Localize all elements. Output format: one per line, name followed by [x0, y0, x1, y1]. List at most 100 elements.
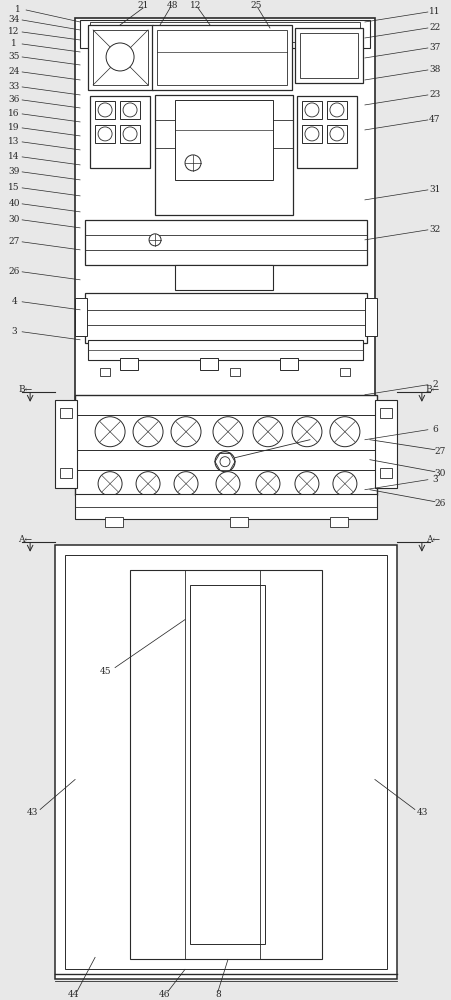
- Bar: [65, 555, 386, 969]
- Bar: [152, 25, 291, 90]
- Text: 30: 30: [433, 469, 445, 478]
- Circle shape: [123, 127, 137, 141]
- Bar: [379, 468, 391, 478]
- Bar: [364, 298, 376, 336]
- Text: 39: 39: [9, 167, 20, 176]
- Bar: [75, 494, 376, 519]
- Text: 2: 2: [431, 380, 437, 389]
- Bar: [95, 125, 115, 143]
- Text: 33: 33: [9, 82, 20, 91]
- Text: 15: 15: [8, 183, 20, 192]
- Text: A←: A←: [425, 535, 439, 544]
- Text: 6: 6: [431, 425, 437, 434]
- Bar: [200, 358, 217, 370]
- Text: 44: 44: [67, 990, 78, 999]
- Text: 36: 36: [9, 95, 20, 104]
- Circle shape: [174, 472, 198, 496]
- Circle shape: [123, 103, 137, 117]
- Bar: [75, 395, 376, 495]
- Bar: [88, 340, 362, 360]
- Text: 47: 47: [428, 115, 440, 124]
- Bar: [301, 125, 321, 143]
- Bar: [75, 18, 374, 433]
- Bar: [95, 101, 115, 119]
- Bar: [120, 101, 140, 119]
- Text: 23: 23: [428, 90, 440, 99]
- Bar: [279, 358, 297, 370]
- Text: 14: 14: [9, 152, 20, 161]
- Text: 13: 13: [9, 137, 20, 146]
- Circle shape: [304, 103, 318, 117]
- Text: 8: 8: [215, 990, 221, 999]
- Bar: [88, 25, 153, 90]
- Bar: [175, 100, 272, 180]
- Text: 22: 22: [428, 23, 440, 32]
- Bar: [299, 33, 357, 78]
- Text: 43: 43: [416, 808, 428, 817]
- Text: 16: 16: [9, 109, 20, 118]
- Circle shape: [329, 127, 343, 141]
- Text: 40: 40: [9, 199, 20, 208]
- Circle shape: [215, 452, 235, 472]
- Text: 3: 3: [11, 327, 17, 336]
- Circle shape: [149, 234, 161, 246]
- Circle shape: [212, 417, 243, 447]
- Text: 24: 24: [9, 67, 20, 76]
- Bar: [339, 368, 349, 376]
- Bar: [75, 298, 87, 336]
- Text: B←: B←: [18, 385, 32, 394]
- Bar: [55, 545, 396, 979]
- Text: 35: 35: [9, 52, 20, 61]
- Text: 32: 32: [428, 225, 440, 234]
- Text: 48: 48: [166, 1, 177, 10]
- Bar: [93, 30, 148, 85]
- Bar: [156, 30, 286, 85]
- Bar: [55, 400, 77, 488]
- Bar: [85, 220, 366, 265]
- Circle shape: [184, 155, 201, 171]
- Bar: [295, 28, 362, 83]
- Bar: [85, 293, 366, 343]
- Text: 11: 11: [428, 7, 440, 16]
- Text: 3: 3: [431, 475, 437, 484]
- Bar: [189, 585, 264, 944]
- Circle shape: [95, 417, 125, 447]
- Text: 43: 43: [26, 808, 38, 817]
- Circle shape: [98, 472, 122, 496]
- Text: 19: 19: [9, 123, 20, 132]
- Bar: [301, 101, 321, 119]
- Text: 1: 1: [11, 39, 17, 48]
- Circle shape: [304, 127, 318, 141]
- Circle shape: [170, 417, 201, 447]
- Text: 21: 21: [137, 1, 148, 10]
- Text: 30: 30: [9, 215, 20, 224]
- Text: 31: 31: [428, 185, 440, 194]
- Circle shape: [255, 472, 279, 496]
- Bar: [120, 358, 138, 370]
- Text: 34: 34: [9, 15, 20, 24]
- Bar: [379, 408, 391, 418]
- Text: 26: 26: [9, 267, 20, 276]
- Text: 26: 26: [433, 499, 445, 508]
- Circle shape: [220, 457, 230, 467]
- Bar: [120, 125, 140, 143]
- Bar: [230, 517, 248, 527]
- Circle shape: [329, 103, 343, 117]
- Text: 12: 12: [190, 1, 201, 10]
- Bar: [175, 265, 272, 290]
- Bar: [329, 517, 347, 527]
- Text: 45: 45: [99, 667, 110, 676]
- Text: 27: 27: [433, 447, 445, 456]
- Bar: [230, 368, 239, 376]
- Bar: [90, 22, 359, 42]
- Bar: [100, 368, 110, 376]
- Circle shape: [253, 417, 282, 447]
- Circle shape: [106, 43, 134, 71]
- Text: A←: A←: [18, 535, 32, 544]
- Text: 27: 27: [9, 237, 20, 246]
- Bar: [80, 20, 369, 48]
- Bar: [90, 96, 150, 168]
- Circle shape: [332, 472, 356, 496]
- Text: 1: 1: [15, 5, 21, 14]
- Text: 12: 12: [9, 27, 20, 36]
